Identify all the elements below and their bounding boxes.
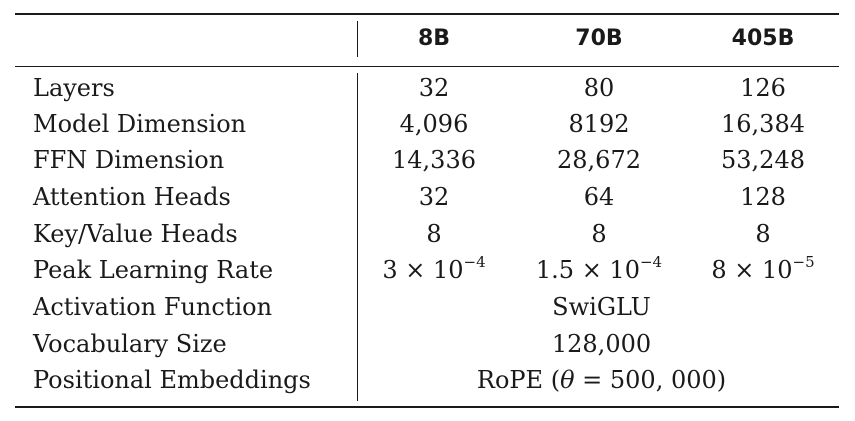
row-label: Activation Function [33,293,273,321]
cell-spanning: 128,000 [551,330,652,358]
cell-8b: 4,096 [399,110,469,138]
cell-8b: 8 [426,220,442,248]
rope-theta: θ [560,366,575,394]
lr-exponent: −4 [639,253,663,271]
column-header-70b: 70B [575,26,623,51]
table-bottom-rule [15,406,839,408]
row-label: Peak Learning Rate [33,256,274,284]
cell-405b: 8 [755,220,771,248]
cell-405b: 53,248 [721,146,805,174]
cell-70b: 8192 [568,110,630,138]
cell-70b: 28,672 [557,146,641,174]
cell-405b: 16,384 [721,110,805,138]
cell-8b: 32 [418,74,450,102]
cell-8b: 32 [418,183,450,211]
lr-mantissa: 3 × 10 [382,256,464,284]
cell-405b: 8 × 10−5 [688,252,838,288]
column-header-8b: 8B [417,26,451,51]
lr-exponent: −4 [463,253,486,271]
row-label: Vocabulary Size [33,330,227,358]
row-label: FFN Dimension [33,146,225,174]
cell-70b: 80 [583,74,615,102]
cell-spanning: SwiGLU [552,293,651,321]
table-top-rule [15,13,839,15]
table-row-attention-heads: Attention Heads 32 64 128 [0,179,855,215]
row-label: Layers [33,74,115,102]
lr-mantissa: 1.5 × 10 [535,256,640,284]
table-header-rule [15,66,839,67]
table-row-activation-function: Activation Function SwiGLU [0,289,855,325]
body-column-divider [357,73,358,401]
table-row-model-dimension: Model Dimension 4,096 8192 16,384 [0,106,855,142]
header-column-divider [357,21,358,57]
cell-70b: 64 [583,183,615,211]
cell-70b: 8 [591,220,607,248]
table-row-ffn-dimension: FFN Dimension 14,336 28,672 53,248 [0,142,855,178]
lr-exponent: −5 [792,253,815,271]
rope-prefix: RoPE ( [476,366,561,394]
table-row-layers: Layers 32 80 126 [0,70,855,106]
table-row-key-value-heads: Key/Value Heads 8 8 8 [0,216,855,252]
table-row-peak-learning-rate: Peak Learning Rate 3 × 10−4 1.5 × 10−4 8… [0,252,855,288]
cell-405b: 128 [740,183,786,211]
rope-suffix: = 500, 000) [574,366,727,394]
cell-8b: 3 × 10−4 [365,252,503,288]
row-label: Key/Value Heads [33,220,238,248]
row-label: Model Dimension [33,110,247,138]
row-label: Attention Heads [33,183,231,211]
table-row-vocabulary-size: Vocabulary Size 128,000 [0,326,855,362]
cell-spanning: RoPE (θ = 500, 000) [365,362,838,398]
table-row-positional-embeddings: Positional Embeddings RoPE (θ = 500, 000… [0,362,855,398]
cell-8b: 14,336 [392,146,476,174]
row-label: Positional Embeddings [33,366,311,394]
cell-405b: 126 [740,74,786,102]
cell-70b: 1.5 × 10−4 [518,252,680,288]
lr-mantissa: 8 × 10 [711,256,793,284]
column-header-405b: 405B [731,26,795,51]
